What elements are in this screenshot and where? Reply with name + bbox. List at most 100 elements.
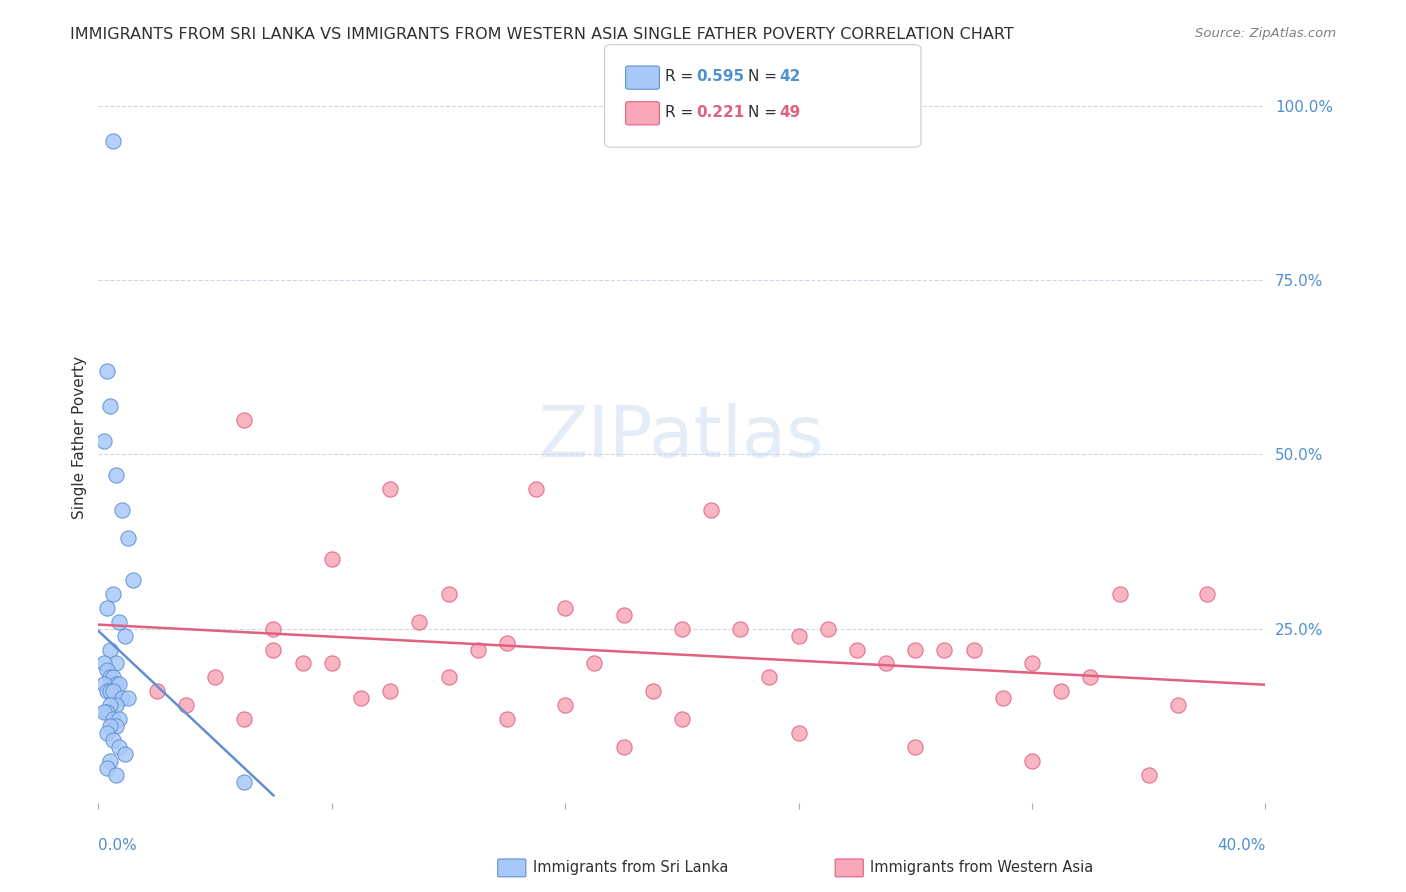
Point <box>98 399 121 413</box>
Point <box>204 670 226 684</box>
Point <box>174 698 197 713</box>
Point <box>93 705 115 719</box>
Point <box>787 629 810 643</box>
Point <box>1137 768 1160 782</box>
Point <box>321 552 343 566</box>
Point <box>671 712 693 726</box>
Point <box>96 664 118 678</box>
Point <box>554 698 576 713</box>
Point <box>104 698 127 713</box>
Point <box>1021 657 1043 671</box>
Point <box>962 642 984 657</box>
Point <box>991 691 1014 706</box>
Point <box>583 657 606 671</box>
Point <box>96 684 118 698</box>
Point <box>146 684 169 698</box>
Text: 0.221: 0.221 <box>696 105 744 120</box>
Point <box>114 747 136 761</box>
Point <box>495 712 517 726</box>
Point <box>117 691 139 706</box>
Point <box>845 642 868 657</box>
Point <box>101 712 124 726</box>
Point <box>104 719 127 733</box>
Point <box>467 642 489 657</box>
Point <box>117 531 139 545</box>
Point <box>96 600 118 615</box>
Point <box>1080 670 1102 684</box>
Point <box>98 754 121 768</box>
Point <box>98 684 121 698</box>
Point <box>108 677 131 691</box>
Point <box>104 468 127 483</box>
Point <box>1167 698 1189 713</box>
Point <box>108 740 131 755</box>
Point <box>321 657 343 671</box>
Point <box>98 642 121 657</box>
Text: R =: R = <box>665 105 699 120</box>
Text: 0.595: 0.595 <box>696 70 744 84</box>
Point <box>671 622 693 636</box>
Point <box>612 607 634 622</box>
Y-axis label: Single Father Poverty: Single Father Poverty <box>72 356 87 518</box>
Text: Immigrants from Western Asia: Immigrants from Western Asia <box>870 861 1094 875</box>
Point <box>1050 684 1073 698</box>
Point <box>262 642 284 657</box>
Point <box>101 670 124 684</box>
Point <box>495 635 517 649</box>
Point <box>108 712 131 726</box>
Point <box>93 677 115 691</box>
Point <box>554 600 576 615</box>
Point <box>904 642 927 657</box>
Text: 0.0%: 0.0% <box>98 838 138 854</box>
Point <box>233 712 256 726</box>
Point <box>291 657 314 671</box>
Point <box>350 691 373 706</box>
Point <box>728 622 751 636</box>
Text: Immigrants from Sri Lanka: Immigrants from Sri Lanka <box>533 861 728 875</box>
Point <box>104 677 127 691</box>
Point <box>122 573 145 587</box>
Point <box>904 740 927 755</box>
Point <box>93 657 115 671</box>
Text: N =: N = <box>748 70 782 84</box>
Point <box>98 670 121 684</box>
Point <box>233 775 256 789</box>
Point <box>108 615 131 629</box>
Point <box>101 733 124 747</box>
Point <box>612 740 634 755</box>
Text: 42: 42 <box>779 70 800 84</box>
Point <box>437 587 460 601</box>
Point <box>817 622 839 636</box>
Point <box>111 503 134 517</box>
Text: 49: 49 <box>779 105 800 120</box>
Point <box>1108 587 1130 601</box>
Point <box>96 726 118 740</box>
Point <box>233 412 256 426</box>
Point <box>98 719 121 733</box>
Point <box>408 615 430 629</box>
Point <box>934 642 956 657</box>
Point <box>641 684 664 698</box>
Point <box>787 726 810 740</box>
Point <box>378 483 402 497</box>
Point <box>101 684 124 698</box>
Point <box>104 657 127 671</box>
Point <box>1021 754 1043 768</box>
Point <box>96 705 118 719</box>
Point <box>524 483 547 497</box>
Point <box>437 670 460 684</box>
Point <box>875 657 897 671</box>
Text: R =: R = <box>665 70 699 84</box>
Point <box>758 670 780 684</box>
Point <box>101 134 124 148</box>
Point <box>114 629 136 643</box>
Text: 40.0%: 40.0% <box>1218 838 1265 854</box>
Text: N =: N = <box>748 105 782 120</box>
Text: ZIPatlas: ZIPatlas <box>538 402 825 472</box>
Point <box>96 364 118 378</box>
Point <box>111 691 134 706</box>
Point <box>101 587 124 601</box>
Point <box>378 684 402 698</box>
Point <box>700 503 723 517</box>
Text: Source: ZipAtlas.com: Source: ZipAtlas.com <box>1195 27 1336 40</box>
